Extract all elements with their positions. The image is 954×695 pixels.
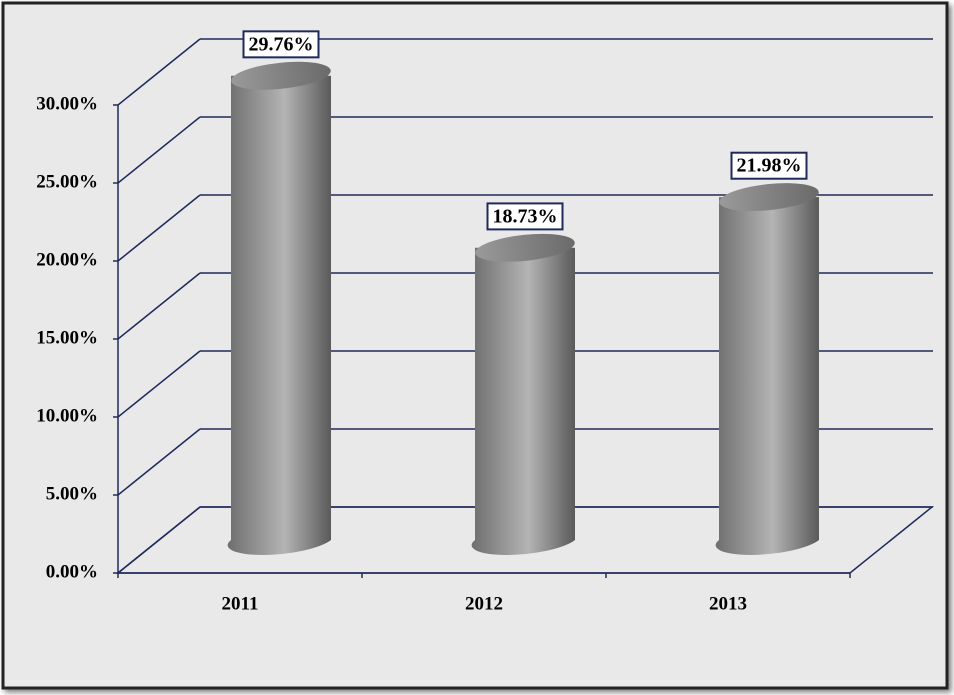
cylinder (471, 233, 575, 555)
y-tick-label: 10.00% (36, 405, 98, 426)
bar-top (719, 183, 819, 212)
y-tick-label: 20.00% (36, 249, 98, 270)
cylinder (715, 183, 819, 555)
bar (471, 247, 575, 555)
wall-grid-line (117, 38, 201, 106)
y-tick-label: 0.00% (46, 561, 98, 582)
x-tick-label: 2012 (465, 593, 503, 614)
y-tick-label: 25.00% (36, 171, 98, 192)
wall-grid-line (117, 272, 201, 340)
bar-top (231, 61, 331, 90)
wall-grid-line (117, 350, 201, 418)
x-tick-label: 2011 (222, 593, 259, 614)
wall-grid-line (117, 116, 201, 184)
wall-grid-line (117, 506, 201, 574)
y-tick-label: 5.00% (46, 483, 98, 504)
value-label-box (486, 202, 564, 231)
bar-top (475, 233, 575, 262)
wall-grid-line (117, 428, 201, 496)
value-label: 21.98% (737, 155, 802, 177)
value-label: 29.76% (249, 33, 314, 55)
bar (715, 197, 819, 555)
value-label-box (730, 151, 808, 180)
bar (227, 75, 331, 555)
cylinder (227, 61, 331, 555)
value-label: 18.73% (493, 205, 558, 227)
y-tick-label: 15.00% (36, 327, 98, 348)
x-tick-label: 2013 (709, 593, 747, 614)
wall-grid-line (117, 194, 201, 262)
value-label-box (242, 30, 320, 59)
y-tick-label: 30.00% (36, 93, 98, 114)
plot-area: 0.00% 5.00% 10.00% 15.00% 20.00% 25.00% 30.00%… (36, 30, 935, 614)
